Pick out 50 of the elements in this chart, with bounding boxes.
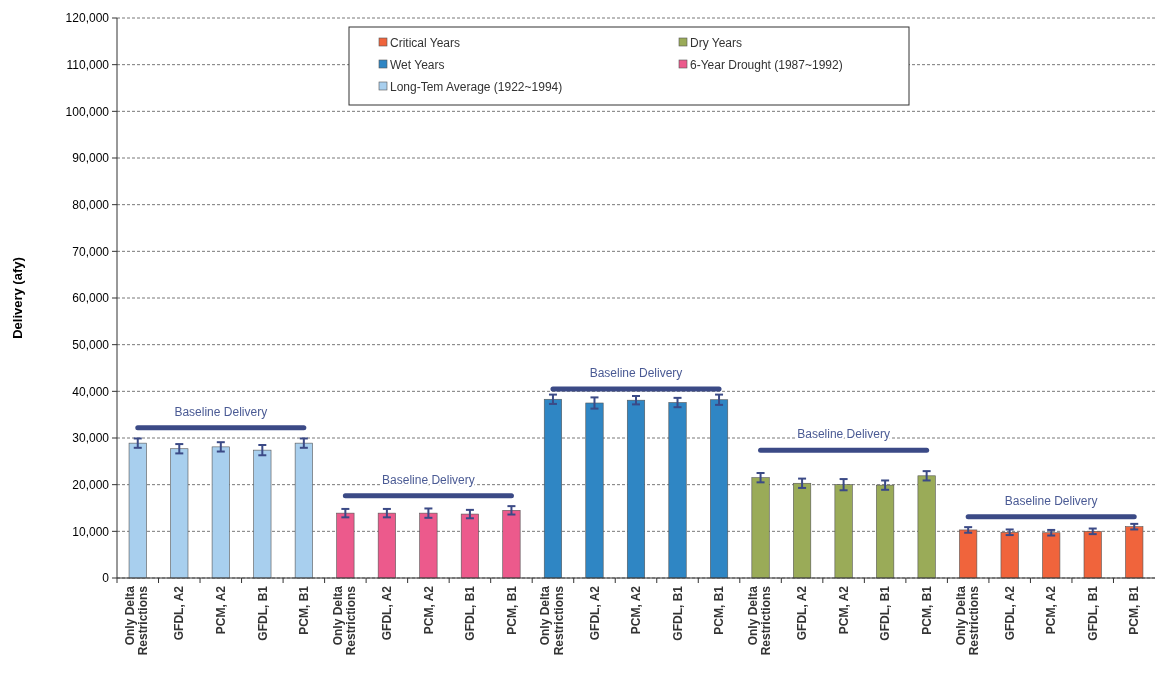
series-label: Baseline Delivery — [382, 472, 475, 487]
x-tick-label: PCM, B1 — [297, 585, 312, 635]
x-tick-label: PCM, B1 — [712, 585, 727, 635]
x-tick-label: PCM, A2 — [629, 585, 644, 635]
y-tick-label: 10,000 — [72, 524, 110, 539]
legend-label: Dry Years — [690, 36, 743, 51]
x-tick-label: PCM, A2 — [214, 585, 228, 635]
legend-label: Long-Tem Average (1922~1994) — [390, 80, 563, 95]
x-tick-label: Only Delta Restrictions — [330, 585, 358, 656]
x-tick-label: PCM, B1 — [504, 585, 519, 635]
x-tick-label: GFDL, A2 — [380, 585, 395, 641]
x-tick-label: GFDL, A2 — [587, 585, 602, 641]
x-tick-label: GFDL, B1 — [1085, 585, 1100, 641]
x-tick-label: Only Delta Restrictions — [745, 585, 774, 656]
y-tick-label: 60,000 — [72, 291, 110, 306]
y-tick-label: 0 — [102, 571, 110, 586]
series-label: Baseline Delivery — [589, 366, 683, 380]
y-tick-label: 120,000 — [65, 11, 110, 26]
x-tick-label: GFDL, B1 — [670, 585, 685, 641]
series-label: Baseline Delivery — [174, 404, 268, 419]
x-tick-label: Only Delta Restrictions — [538, 585, 566, 656]
x-tick-label: PCM, B1 — [919, 585, 934, 635]
x-tick-label: PCM, A2 — [421, 585, 436, 635]
x-tick-label: GFDL, B1 — [255, 585, 270, 641]
y-tick-label: 40,000 — [72, 384, 110, 399]
x-tick-label: Only Delta Restrictions — [123, 585, 151, 656]
series-label: Baseline Delivery — [1004, 493, 1098, 508]
x-tick-label: PCM, A2 — [1044, 585, 1059, 635]
y-tick-label: 90,000 — [72, 151, 110, 166]
y-axis-title: Delivery (afy) — [10, 257, 25, 339]
x-tick-label: GFDL, B1 — [878, 585, 893, 641]
legend-label: 6-Year Drought (1987~1992) — [690, 58, 843, 73]
x-tick-label: GFDL, A2 — [795, 585, 810, 641]
legend-label: Wet Years — [390, 58, 445, 73]
y-tick-label: 100,000 — [65, 104, 110, 119]
x-tick-label: GFDL, A2 — [1002, 585, 1017, 641]
x-tick-label: Only Delta Restrictions — [953, 585, 981, 656]
x-tick-label: GFDL, B1 — [463, 585, 478, 641]
bar — [626, 399, 646, 579]
x-tick-label: GFDL, A2 — [172, 585, 187, 641]
y-tick-label: 30,000 — [72, 431, 110, 446]
y-tick-label: 80,000 — [72, 197, 110, 212]
y-tick-label: 50,000 — [72, 337, 110, 352]
y-tick-label: 20,000 — [72, 477, 110, 492]
y-tick-label: 110,000 — [66, 57, 110, 72]
x-tick-label: PCM, A2 — [836, 585, 851, 635]
x-tick-label: PCM, B1 — [1127, 585, 1142, 635]
series-label: Baseline Delivery — [797, 427, 890, 442]
legend-label: Critical Years — [390, 36, 461, 51]
y-tick-label: 70,000 — [72, 244, 110, 259]
